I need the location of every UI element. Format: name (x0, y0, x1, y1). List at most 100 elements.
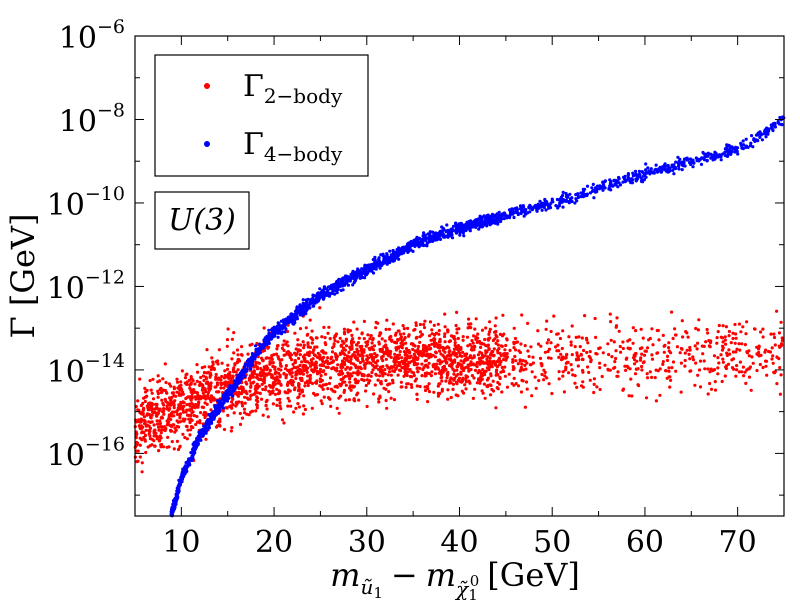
point-2body (370, 355, 374, 359)
point-2body (449, 362, 453, 366)
point-4body (232, 379, 236, 383)
point-2body (203, 410, 207, 414)
point-2body (650, 357, 655, 361)
point-2body (474, 363, 478, 367)
point-2body (623, 364, 627, 368)
point-4body (264, 341, 268, 345)
point-4body (666, 167, 670, 171)
point-4body (190, 455, 195, 459)
point-2body (435, 362, 439, 366)
point-2body (216, 390, 220, 394)
point-2body (152, 411, 156, 415)
point-2body (194, 397, 198, 401)
point-2body (365, 358, 369, 362)
point-2body (195, 391, 200, 395)
point-2body (318, 306, 322, 310)
point-2body (298, 371, 302, 375)
point-2body (362, 337, 366, 341)
point-2body (144, 450, 148, 455)
point-2body (378, 368, 382, 372)
point-2body (231, 376, 235, 380)
point-2body (727, 334, 731, 338)
point-4body (227, 386, 231, 391)
point-4body (419, 239, 423, 244)
point-2body (206, 391, 210, 395)
point-2body (769, 332, 773, 336)
point-2body (484, 351, 488, 355)
point-2body (408, 351, 412, 355)
point-4body (341, 276, 345, 280)
point-2body (224, 406, 228, 410)
point-2body (725, 353, 729, 357)
point-4body (779, 122, 783, 127)
point-2body (496, 373, 500, 377)
point-2body (143, 399, 147, 404)
point-2body (764, 364, 768, 368)
point-2body (759, 353, 763, 357)
point-2body (152, 434, 156, 438)
point-4body (180, 475, 184, 479)
point-2body (275, 375, 279, 379)
point-2body (162, 403, 166, 407)
point-2body (543, 350, 548, 354)
point-2body (147, 432, 151, 436)
point-2body (370, 345, 374, 349)
point-2body (389, 373, 393, 377)
point-2body (452, 335, 456, 339)
point-2body (454, 380, 458, 385)
point-2body (349, 388, 353, 392)
point-2body (261, 413, 265, 417)
point-4body (346, 283, 350, 287)
point-2body (540, 364, 544, 368)
point-2body (713, 388, 718, 392)
point-2body (404, 385, 408, 389)
point-2body (449, 395, 453, 400)
point-2body (243, 395, 247, 399)
point-2body (302, 394, 306, 398)
point-2body (182, 419, 186, 423)
point-2body (166, 401, 170, 405)
point-2body (465, 335, 470, 339)
point-2body (147, 424, 151, 428)
point-2body (724, 325, 729, 329)
point-2body (342, 390, 346, 394)
point-4body (561, 190, 565, 194)
point-2body (482, 382, 486, 386)
point-2body (276, 344, 280, 348)
point-2body (270, 357, 274, 361)
point-4body (343, 283, 347, 287)
point-2body (164, 380, 168, 385)
point-2body (505, 355, 509, 359)
point-2body (155, 437, 159, 441)
point-2body (297, 405, 301, 409)
point-2body (186, 395, 190, 399)
point-4body (270, 330, 274, 334)
point-4body (631, 171, 635, 175)
point-2body (691, 358, 696, 362)
point-2body (455, 368, 459, 372)
point-2body (286, 380, 290, 384)
point-2body (716, 366, 720, 370)
point-4body (591, 182, 595, 186)
point-4body (535, 209, 539, 213)
point-2body (303, 407, 307, 412)
point-2body (626, 339, 630, 343)
point-2body (293, 360, 297, 364)
point-2body (262, 326, 266, 330)
point-2body (724, 342, 728, 346)
point-2body (215, 424, 219, 428)
point-2body (151, 402, 155, 407)
point-2body (765, 373, 769, 377)
point-2body (271, 365, 275, 369)
point-2body (675, 345, 680, 349)
point-4body (458, 233, 462, 237)
point-2body (493, 361, 498, 365)
point-4body (435, 232, 439, 236)
point-2body (314, 366, 319, 370)
point-2body (168, 398, 173, 402)
point-2body (378, 374, 382, 378)
point-4body (258, 342, 262, 346)
point-4body (304, 309, 308, 313)
point-2body (207, 365, 211, 369)
